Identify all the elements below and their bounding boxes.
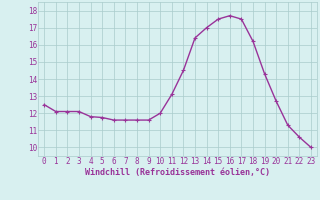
X-axis label: Windchill (Refroidissement éolien,°C): Windchill (Refroidissement éolien,°C) xyxy=(85,168,270,177)
